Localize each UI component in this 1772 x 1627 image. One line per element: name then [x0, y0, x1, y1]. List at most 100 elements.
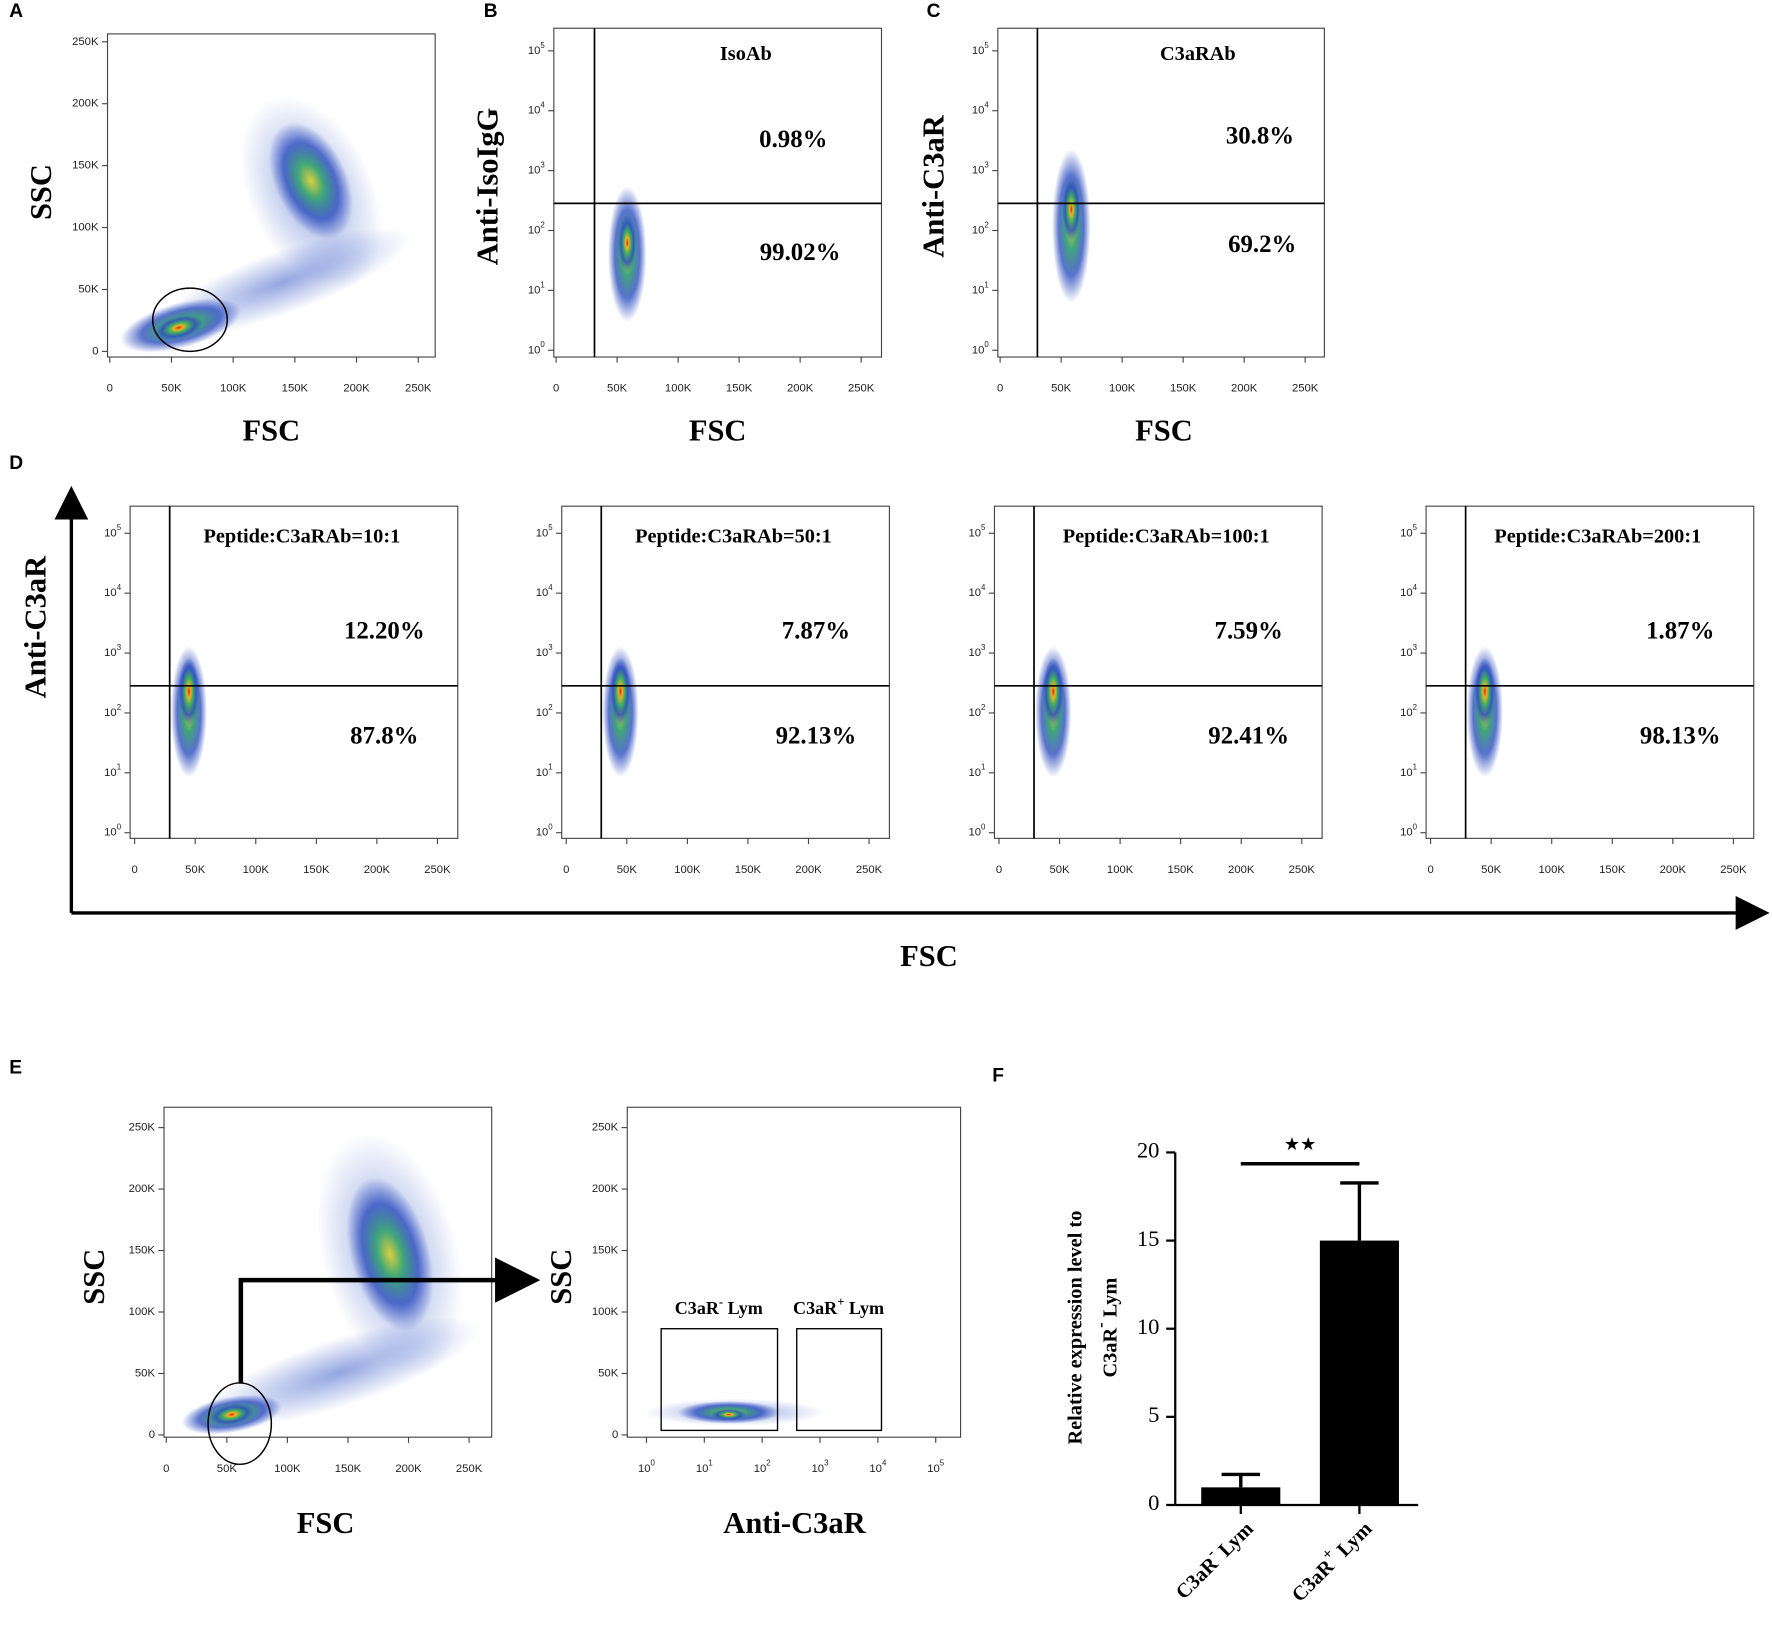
y-tick-label: 5: [1148, 1402, 1159, 1427]
tick-label: 101: [1400, 763, 1417, 779]
tick-label: 103: [536, 643, 554, 659]
plot-frame: [129, 505, 459, 839]
tick-label: 103: [968, 643, 986, 659]
tick-label-base: 10: [104, 827, 117, 839]
tick-label: 102: [536, 703, 553, 719]
gate-label-rest: Lym: [723, 1298, 763, 1318]
x-tick-label: C3aR- Lym: [1168, 1513, 1258, 1603]
tick-label: 104: [869, 1459, 887, 1475]
tick-label-sup: 4: [117, 583, 122, 592]
quadrant-percent: 1.87%: [1646, 617, 1714, 644]
tick-label-sup: 2: [984, 221, 988, 230]
tick-label: 103: [972, 161, 990, 177]
tick-label-sup: 3: [1413, 643, 1418, 652]
plot-frame: [106, 33, 436, 358]
tick-label-base: 10: [696, 1463, 709, 1475]
tick-label-sup: 0: [1413, 823, 1418, 832]
tick-label: 100: [972, 340, 990, 356]
gate-rect: [796, 1328, 883, 1432]
density-cloud: [610, 657, 631, 726]
tick-label: 200K: [343, 383, 370, 395]
tick-label: 104: [536, 583, 554, 599]
tick-label: 50K: [217, 1463, 238, 1475]
x-axis-label: FSC: [900, 939, 958, 973]
x-tick-label-base: C3aR: [1172, 1553, 1223, 1604]
tick-label: 0: [163, 1463, 169, 1475]
tick-label: 101: [972, 280, 989, 296]
tick-label: 200K: [395, 1463, 422, 1475]
tick-label: 50K: [135, 1367, 156, 1379]
tick-label-base: 10: [972, 105, 985, 117]
tick-label-base: 10: [1400, 587, 1413, 599]
tick-label-sup: 1: [984, 280, 988, 289]
tick-label: 150K: [1170, 383, 1197, 395]
y-axis-label: SSC: [544, 1249, 578, 1305]
tick-label: 250K: [129, 1122, 156, 1134]
tick-label-sup: 0: [651, 1459, 656, 1468]
tick-label-base: 10: [972, 284, 985, 296]
density-cloud: [268, 122, 353, 240]
tick-label: 250K: [1292, 383, 1319, 395]
tick-label-base: 10: [104, 767, 117, 779]
tick-label: 101: [528, 280, 545, 296]
tick-label: 100K: [665, 383, 692, 395]
tick-label-base: 10: [104, 587, 117, 599]
tick-label: 150K: [1599, 864, 1626, 876]
tick-label: 200K: [1660, 864, 1687, 876]
tick-label: 250K: [456, 1463, 483, 1475]
significance: ★★: [1284, 1134, 1316, 1154]
gate-circle: [151, 287, 229, 353]
plot-title: C3aRAb: [1160, 43, 1236, 65]
tick-label-sup: 4: [984, 101, 989, 110]
plot-frame: [997, 27, 1325, 358]
tick-label-sup: 3: [984, 161, 989, 170]
tick-label-base: 10: [528, 45, 541, 57]
tick-label: 250K: [424, 864, 451, 876]
tick-label: 200K: [72, 98, 99, 110]
gate-arrow: [238, 1257, 541, 1383]
gate-label-sup: +: [837, 1295, 844, 1309]
tick-label-base: 10: [638, 1463, 651, 1475]
tick-label: 250K: [592, 1122, 619, 1134]
gate-label-rest: Lym: [844, 1298, 884, 1318]
tick-label-base: 10: [1400, 767, 1413, 779]
tick-label: 200K: [795, 864, 822, 876]
tick-label-sup: 5: [117, 523, 122, 532]
tick-label-base: 10: [528, 165, 541, 177]
y-axis-label: C3aR- Lym: [1091, 1278, 1122, 1378]
y-axis-label: SSC: [24, 164, 58, 220]
tick-label: 103: [812, 1459, 830, 1475]
y-tick-label: 15: [1137, 1226, 1160, 1251]
tick-label: 50K: [161, 383, 182, 395]
tick-label: 104: [528, 101, 546, 117]
density-cloud: [209, 1403, 255, 1426]
tick-label-base: 10: [972, 45, 985, 57]
panel-label: E: [9, 1057, 22, 1078]
quadrant-percent: 69.2%: [1228, 231, 1296, 258]
tick-label-base: 10: [968, 827, 981, 839]
tick-label-sup: 0: [981, 823, 986, 832]
bar: [1319, 1240, 1399, 1505]
tick-label: 102: [1400, 703, 1417, 719]
tick-label-sup: 5: [940, 1459, 945, 1468]
tick-label: 104: [104, 583, 122, 599]
y-axis-label: SSC: [77, 1249, 111, 1305]
tick-label-base: 10: [972, 344, 985, 356]
tick-label-base: 10: [528, 105, 541, 117]
x-axis-label: FSC: [689, 414, 747, 448]
tick-label: 150K: [282, 383, 309, 395]
quadrant-percent: 98.13%: [1640, 723, 1721, 750]
tick-label-base: 10: [528, 344, 541, 356]
tick-label-sup: 5: [548, 523, 553, 532]
tick-label-sup: 4: [981, 583, 986, 592]
y-axis-label: Relative expression level to: [1064, 1211, 1086, 1445]
tick-label-sup: 3: [548, 643, 553, 652]
tick-label: 100: [528, 340, 546, 356]
panel-label: F: [992, 1065, 1004, 1086]
quadrant-percent: 92.41%: [1208, 723, 1289, 750]
plot-frame: [163, 1106, 493, 1438]
tick-label-base: 10: [536, 827, 549, 839]
tick-label: 150K: [735, 864, 762, 876]
tick-label-sup: 5: [984, 41, 989, 50]
